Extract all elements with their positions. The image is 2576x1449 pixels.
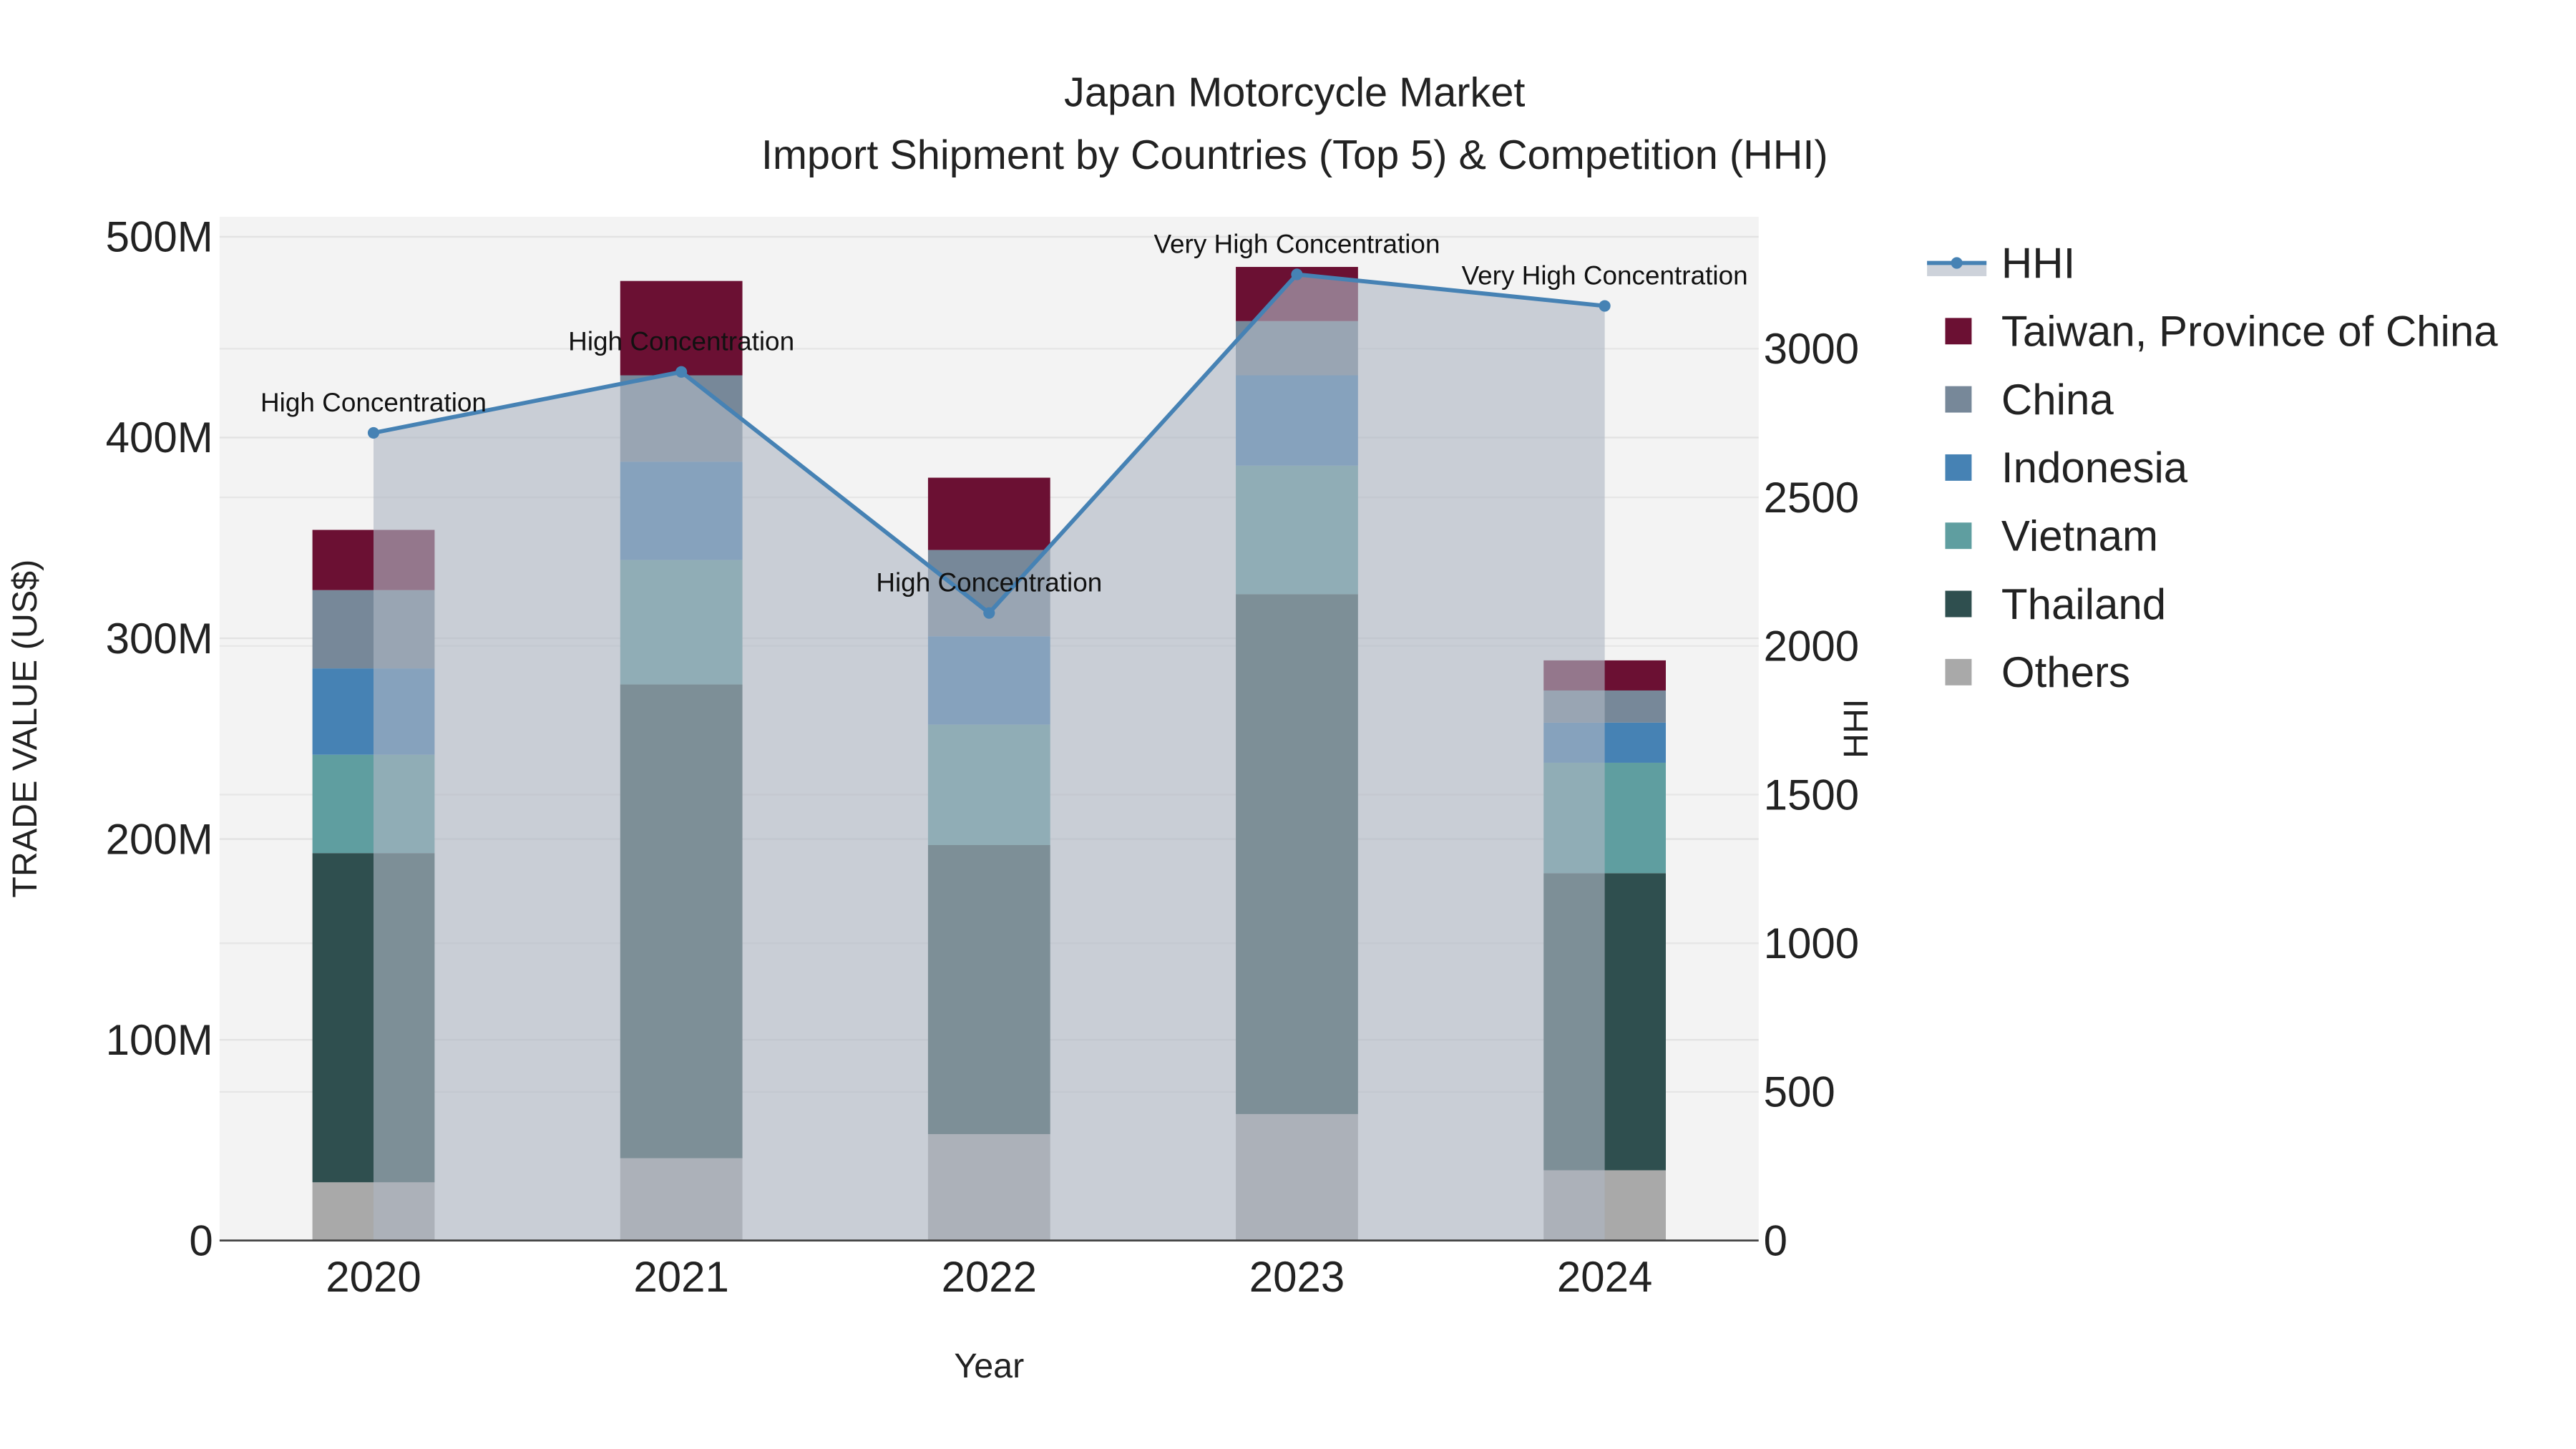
y-tick-label: 400M	[106, 414, 213, 462]
hhi-point-2024	[1599, 300, 1611, 312]
y2-tick-label: 500	[1764, 1068, 1835, 1116]
legend-swatch	[1945, 386, 1972, 413]
hhi-point-2022	[983, 607, 995, 619]
legend-swatch-marker	[1951, 257, 1963, 269]
legend-item-taiwan-province-of-china[interactable]: Taiwan, Province of China	[1945, 308, 2498, 356]
x-axis-label: Year	[954, 1347, 1024, 1385]
hhi-annotation: High Concentration	[568, 327, 794, 356]
chart-subtitle: Import Shipment by Countries (Top 5) & C…	[761, 132, 1828, 178]
hhi-annotation: Very High Concentration	[1153, 229, 1440, 258]
y2-tick-label: 1000	[1764, 919, 1859, 967]
y-tick-label: 200M	[106, 815, 213, 863]
hhi-point-2023	[1291, 268, 1303, 280]
legend-item-vietnam[interactable]: Vietnam	[1945, 512, 2158, 560]
y2-axis-label: HHI	[1837, 699, 1875, 758]
x-tick-label: 2020	[326, 1253, 421, 1301]
legend-swatch	[1945, 318, 1972, 345]
legend-swatch	[1945, 590, 1972, 618]
y2-tick-label: 2500	[1764, 474, 1859, 522]
y2-tick-label: 3000	[1764, 325, 1859, 373]
y2-tick-label: 2000	[1764, 623, 1859, 670]
legend[interactable]: HHI Taiwan, Province of China China Indones…	[1927, 239, 2498, 696]
hhi-area: High Concentration High Concentration High…	[260, 229, 1748, 1241]
y-tick-label: 500M	[106, 213, 213, 261]
y2-tick-label: 0	[1764, 1216, 1787, 1264]
legend-label: Others	[2001, 648, 2130, 696]
hhi-point-2020	[367, 426, 380, 439]
bar-taiwan-province-of-china-2021	[620, 280, 743, 376]
legend-item-hhi[interactable]: HHI	[1927, 239, 2075, 287]
x-tick-label: 2022	[942, 1253, 1037, 1301]
chart-title: Japan Motorcycle Market	[1064, 69, 1525, 115]
x-tick-label: 2021	[633, 1253, 728, 1301]
hhi-point-2021	[675, 366, 688, 378]
x-tick-label: 2024	[1557, 1253, 1652, 1301]
y-tick-label: 300M	[106, 615, 213, 663]
legend-item-others[interactable]: Others	[1945, 648, 2130, 696]
y-tick-label: 100M	[106, 1016, 213, 1064]
legend-swatch	[1945, 454, 1972, 481]
legend-label: Taiwan, Province of China	[2001, 308, 2498, 356]
hhi-annotation: High Concentration	[876, 568, 1102, 597]
axes: 0 100M 200M 300M 400M 500M 0 500 1000 1500 2000 250…	[106, 213, 1860, 1301]
legend-label: Vietnam	[2001, 512, 2158, 560]
y-axis-label: TRADE VALUE (US$)	[6, 560, 44, 898]
legend-swatch	[1945, 658, 1972, 686]
hhi-annotation: Very High Concentration	[1462, 261, 1748, 291]
bar-taiwan-province-of-china-2022	[927, 477, 1050, 550]
legend-label: HHI	[2001, 239, 2075, 287]
legend-item-indonesia[interactable]: Indonesia	[1945, 444, 2188, 492]
legend-item-china[interactable]: China	[1945, 376, 2114, 424]
legend-label: China	[2001, 376, 2114, 424]
hhi-annotation: High Concentration	[260, 388, 487, 417]
y2-tick-label: 1500	[1764, 771, 1859, 819]
x-tick-label: 2023	[1249, 1253, 1345, 1301]
y-tick-label: 0	[189, 1216, 213, 1264]
legend-label: Indonesia	[2001, 444, 2188, 492]
legend-label: Thailand	[2001, 580, 2166, 628]
hhi-area-fill	[374, 274, 1605, 1241]
legend-item-thailand[interactable]: Thailand	[1945, 580, 2166, 628]
legend-swatch	[1945, 522, 1972, 550]
